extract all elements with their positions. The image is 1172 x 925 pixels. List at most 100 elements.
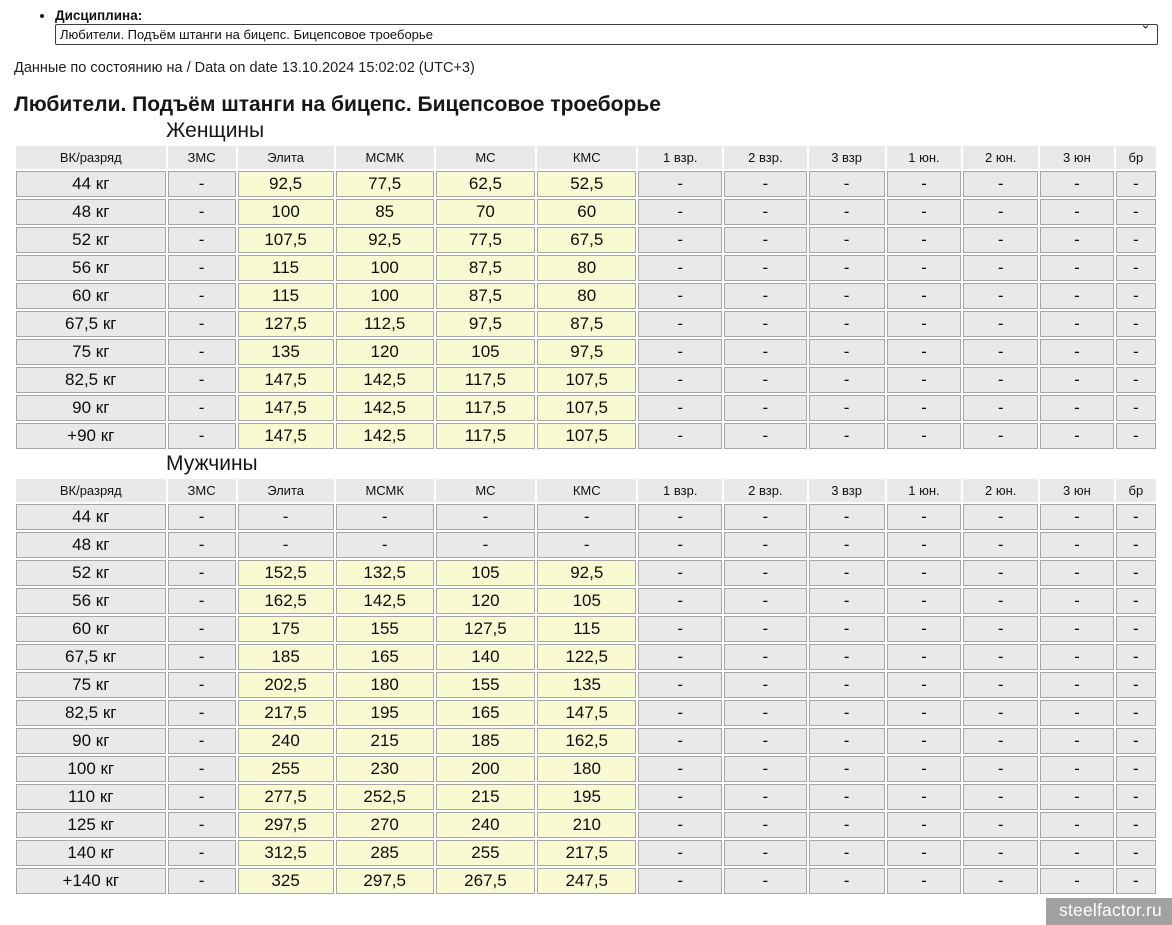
empty-cell: - — [435, 531, 536, 558]
empty-cell: - — [167, 615, 236, 642]
empty-cell: - — [808, 755, 885, 782]
weight-class-cell: +140 кг — [16, 867, 166, 894]
empty-cell: - — [886, 422, 962, 449]
value-cell: 285 — [335, 839, 434, 866]
value-cell: 120 — [435, 587, 536, 614]
value-cell: 147,5 — [237, 366, 334, 393]
table-row: 52 кг -107,5 92,5 77,5 67,5- - - - - - - — [16, 226, 1156, 253]
empty-cell: - — [638, 338, 723, 365]
empty-cell: - — [1115, 671, 1156, 698]
empty-cell: - — [886, 503, 962, 530]
empty-cell: - — [808, 727, 885, 754]
empty-cell: - — [724, 170, 807, 197]
empty-cell: - — [963, 338, 1039, 365]
value-cell: 87,5 — [537, 310, 637, 337]
empty-cell: - — [963, 559, 1039, 586]
table-row: 125 кг -297,5 270 240 210- - - - - - - — [16, 811, 1156, 838]
empty-cell: - — [724, 531, 807, 558]
empty-cell: - — [724, 671, 807, 698]
value-cell: 297,5 — [335, 867, 434, 894]
empty-cell: - — [724, 394, 807, 421]
col-header: бр — [1115, 478, 1156, 502]
empty-cell: - — [1115, 170, 1156, 197]
value-cell: 105 — [435, 338, 536, 365]
empty-cell: - — [1115, 282, 1156, 309]
weight-class-cell: 60 кг — [16, 615, 166, 642]
value-cell: 240 — [435, 811, 536, 838]
col-header: КМС — [537, 478, 637, 502]
value-cell: 87,5 — [435, 254, 536, 281]
value-cell: 195 — [537, 783, 637, 810]
value-cell: 115 — [237, 254, 334, 281]
table-row: 90 кг -240 215 185 162,5- - - - - - - — [16, 727, 1156, 754]
value-cell: 107,5 — [537, 366, 637, 393]
empty-cell: - — [1040, 615, 1114, 642]
empty-cell: - — [963, 198, 1039, 225]
empty-cell: - — [886, 282, 962, 309]
weight-class-cell: 67,5 кг — [16, 310, 166, 337]
discipline-label: Дисциплина: — [55, 8, 143, 23]
empty-cell: - — [808, 198, 885, 225]
weight-class-cell: 75 кг — [16, 338, 166, 365]
empty-cell: - — [167, 198, 236, 225]
value-cell: 85 — [335, 198, 434, 225]
value-cell: 127,5 — [435, 615, 536, 642]
empty-cell: - — [963, 615, 1039, 642]
table-row: 56 кг -162,5 142,5 120 105- - - - - - - — [16, 587, 1156, 614]
empty-cell: - — [537, 531, 637, 558]
empty-cell: - — [1040, 587, 1114, 614]
empty-cell: - — [1115, 338, 1156, 365]
empty-cell: - — [808, 559, 885, 586]
discipline-list-item: Дисциплина: Любители. Подъём штанги на б… — [55, 8, 1158, 45]
empty-cell: - — [1115, 643, 1156, 670]
value-cell: 312,5 — [237, 839, 334, 866]
empty-cell: - — [808, 839, 885, 866]
col-header: 2 юн. — [963, 145, 1039, 169]
empty-cell: - — [638, 699, 723, 726]
empty-cell: - — [167, 643, 236, 670]
empty-cell: - — [167, 394, 236, 421]
empty-cell: - — [724, 587, 807, 614]
empty-cell: - — [724, 755, 807, 782]
value-cell: 277,5 — [237, 783, 334, 810]
table-row: 67,5 кг -185 165 140 122,5- - - - - - - — [16, 643, 1156, 670]
value-cell: 155 — [435, 671, 536, 698]
empty-cell: - — [167, 867, 236, 894]
empty-cell: - — [724, 559, 807, 586]
empty-cell: - — [808, 783, 885, 810]
standards-table-women: ВК/разряд ЗМС Элита МСМК МС КМС 1 взр. 2 взр. 3 … — [14, 144, 1158, 451]
empty-cell: - — [1115, 310, 1156, 337]
empty-cell: - — [638, 254, 723, 281]
empty-cell: - — [886, 867, 962, 894]
empty-cell: - — [638, 282, 723, 309]
value-cell: 200 — [435, 755, 536, 782]
empty-cell: - — [724, 615, 807, 642]
empty-cell: - — [1115, 755, 1156, 782]
empty-cell: - — [1115, 226, 1156, 253]
col-header: Элита — [237, 145, 334, 169]
value-cell: 180 — [537, 755, 637, 782]
value-cell: 267,5 — [435, 867, 536, 894]
empty-cell: - — [1040, 422, 1114, 449]
empty-cell: - — [1115, 727, 1156, 754]
empty-cell: - — [808, 422, 885, 449]
value-cell: 117,5 — [435, 394, 536, 421]
col-header: ВК/разряд — [16, 478, 166, 502]
value-cell: 142,5 — [335, 587, 434, 614]
value-cell: 162,5 — [237, 587, 334, 614]
empty-cell: - — [808, 615, 885, 642]
value-cell: 60 — [537, 198, 637, 225]
value-cell: 80 — [537, 282, 637, 309]
empty-cell: - — [638, 615, 723, 642]
empty-cell: - — [335, 503, 434, 530]
value-cell: 255 — [435, 839, 536, 866]
empty-cell: - — [963, 422, 1039, 449]
empty-cell: - — [1040, 198, 1114, 225]
discipline-select[interactable]: Любители. Подъём штанги на бицепс. Бицеп… — [55, 23, 1158, 45]
value-cell: 120 — [335, 338, 434, 365]
empty-cell: - — [808, 170, 885, 197]
empty-cell: - — [886, 755, 962, 782]
value-cell: 147,5 — [237, 394, 334, 421]
value-cell: 210 — [537, 811, 637, 838]
empty-cell: - — [963, 310, 1039, 337]
